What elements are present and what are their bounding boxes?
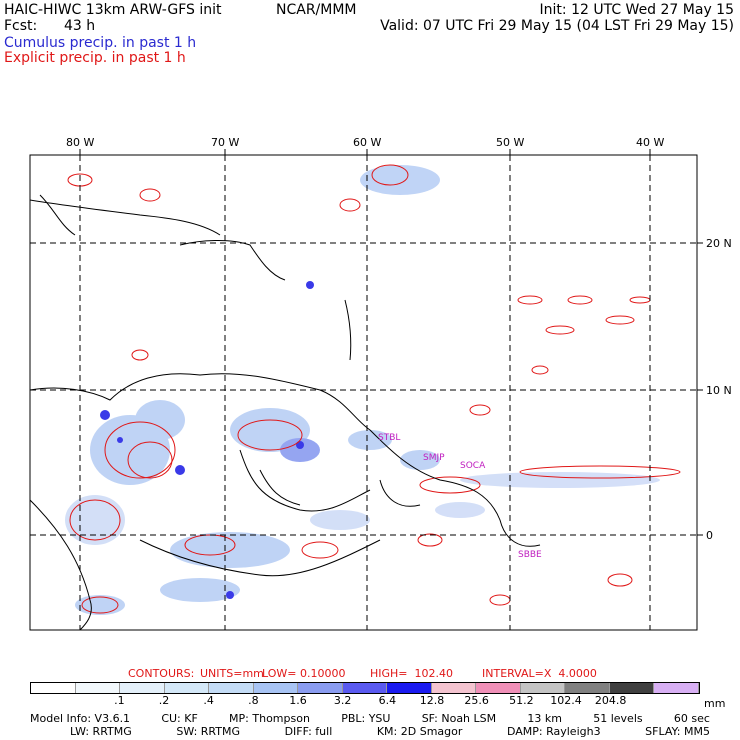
footer-item: CU: KF: [161, 712, 198, 725]
station-smjp: SMJP: [423, 453, 445, 463]
footer-item: DIFF: full: [284, 725, 333, 738]
station-soca: SOCA: [460, 461, 486, 471]
model-title: HAIC-HIWC 13km ARW-GFS init: [4, 2, 222, 18]
lat-label-10n: 10 N: [706, 384, 732, 397]
colorbar-swatch: [31, 683, 76, 693]
footer-item: PBL: YSU: [341, 712, 391, 725]
fcst-label: Fcst:: [4, 18, 38, 34]
footer-item: MP: Thompson: [229, 712, 310, 725]
lon-label-60w: 60 W: [353, 136, 381, 149]
station-stbl: STBL: [378, 433, 400, 443]
footer-item: SFLAY: MM5: [645, 725, 710, 738]
footer-item: KM: 2D Smagor: [376, 725, 463, 738]
explicit-legend: Explicit precip. in past 1 h: [4, 50, 186, 66]
footer-item: DAMP: Rayleigh3: [506, 725, 601, 738]
footer-item: 51 levels: [593, 712, 643, 725]
colorbar-label: 3.2: [333, 694, 352, 707]
station-sbbe: SBBE: [518, 550, 542, 560]
colorbar-swatch: [520, 683, 566, 693]
footer-item: Model Info: V3.6.1: [30, 712, 131, 725]
colorbar-label: 102.4: [550, 694, 582, 707]
cumulus-legend: Cumulus precip. in past 1 h: [4, 35, 197, 51]
valid-time: Valid: 07 UTC Fri 29 May 15 (04 LST Fri …: [380, 18, 734, 34]
colorbar-label: .2: [158, 694, 170, 707]
colorbar-unit: mm: [704, 697, 726, 710]
footer-item: SW: RRTMG: [176, 725, 240, 738]
colorbar-label: 12.8: [419, 694, 445, 707]
footer-item: 13 km: [527, 712, 562, 725]
init-time: Init: 12 UTC Wed 27 May 15: [539, 2, 734, 18]
coastlines: [30, 194, 541, 630]
footer-model-info: Model Info: V3.6.1 CU: KF MP: Thompson PBL:…: [30, 711, 710, 727]
lat-lon-grid: [30, 155, 697, 630]
contours-interval: INTERVAL=X 4.0000: [482, 667, 597, 680]
colorbar-label: 1.6: [289, 694, 307, 707]
colorbar-swatch: [387, 683, 432, 693]
colorbar-label: .4: [203, 694, 214, 707]
colorbar-swatch: [209, 683, 254, 693]
contours-title: CONTOURS:: [128, 667, 195, 680]
footer-physics: LW: RRTMG SW: RRTMG DIFF: full KM: 2D Smago…: [70, 724, 710, 740]
colorbar-swatch: [565, 683, 610, 693]
colorbar-label: 204.8: [594, 694, 627, 707]
lon-label-80w: 80 W: [66, 136, 94, 149]
colorbar-swatch: [342, 683, 388, 693]
colorbar: [30, 682, 700, 694]
contours-low: LOW= 0.10000: [262, 667, 346, 680]
colorbar-swatch: [164, 683, 210, 693]
colorbar-label: 51.2: [509, 694, 534, 707]
colorbar-swatch: [298, 683, 343, 693]
colorbar-swatch: [476, 683, 521, 693]
colorbar-label: 6.4: [378, 694, 397, 707]
colorbar-swatch: [253, 683, 299, 693]
lon-label-50w: 50 W: [496, 136, 524, 149]
lon-label-70w: 70 W: [211, 136, 239, 149]
fcst-value: 43 h: [64, 18, 96, 34]
lon-label-40w: 40 W: [636, 136, 664, 149]
contours-high: HIGH= 102.40: [370, 667, 454, 680]
colorbar-label: .8: [248, 694, 259, 707]
colorbar-label: .1: [114, 694, 125, 707]
lat-label-20n: 20 N: [706, 237, 732, 250]
cumulus-precip: [65, 165, 660, 615]
colorbar-swatch: [120, 683, 165, 693]
contours-units: UNITS=mm: [200, 667, 264, 680]
colorbar-labels: .1 .2 .4 .8 1.6 3.2 6.4 12.8 25.6 51.2 102.4 204.8: [30, 694, 700, 708]
colorbar-swatch: [75, 683, 121, 693]
org-label: NCAR/MMM: [276, 2, 357, 18]
footer-item: LW: RRTMG: [70, 725, 132, 738]
colorbar-swatch: [609, 683, 655, 693]
footer-item: SF: Noah LSM: [421, 712, 497, 725]
colorbar-label: 25.6: [464, 694, 489, 707]
cumulus-core: [100, 281, 314, 599]
lat-label-0: 0: [706, 529, 713, 542]
footer-item: 60 sec: [673, 712, 710, 725]
colorbar-swatch: [431, 683, 477, 693]
colorbar-swatch: [654, 683, 699, 693]
